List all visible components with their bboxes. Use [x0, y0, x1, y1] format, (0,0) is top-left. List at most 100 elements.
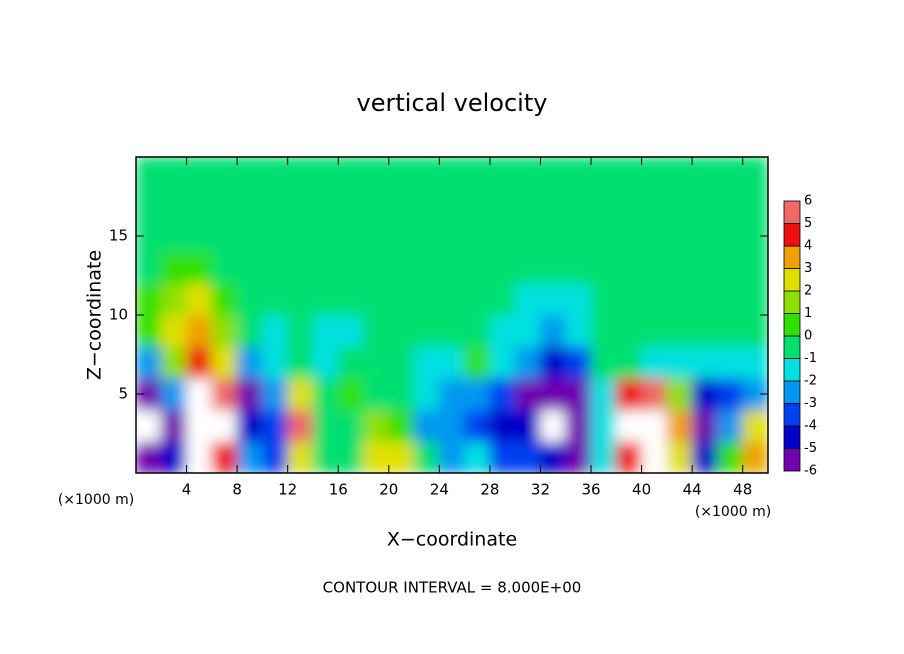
cell: [236, 409, 263, 442]
cell: [539, 440, 567, 473]
cell: [186, 314, 213, 348]
cell: [337, 157, 365, 190]
cell: [261, 440, 289, 473]
x-tick-label: 12: [278, 481, 297, 499]
cell: [388, 346, 415, 379]
cell: [261, 314, 289, 348]
cell: [691, 219, 718, 253]
cell: [136, 440, 162, 473]
cell: [666, 219, 693, 253]
cell: [413, 188, 440, 221]
cell: [136, 314, 162, 348]
cell: [388, 251, 415, 284]
cell: [337, 219, 365, 253]
cell: [160, 219, 188, 253]
cell: [489, 314, 516, 348]
cell: [160, 282, 188, 316]
x-tick-label: 20: [379, 481, 398, 499]
cell: [438, 409, 466, 442]
cell: [312, 157, 339, 190]
cell: [363, 282, 390, 316]
cell: [413, 409, 440, 442]
cell: [363, 188, 390, 221]
x-tick-label: 48: [733, 481, 752, 499]
cell: [666, 440, 693, 473]
cell: [514, 251, 541, 284]
cell: [565, 377, 592, 411]
cell: [236, 440, 263, 473]
cell: [615, 157, 643, 190]
cell: [261, 346, 289, 379]
cell: [489, 188, 516, 221]
cell: [565, 440, 592, 473]
cell: [388, 314, 415, 348]
cell: [539, 314, 567, 348]
cell: [590, 440, 617, 473]
x-tick-label: 4: [182, 481, 192, 499]
colorbar-label: -3: [804, 396, 817, 411]
cell: [363, 440, 390, 473]
cell: [641, 314, 668, 348]
cell: [363, 219, 390, 253]
cell: [211, 409, 238, 442]
cell: [337, 409, 365, 442]
cell: [236, 282, 263, 316]
cell: [565, 188, 592, 221]
cell: [666, 157, 693, 190]
cell: [691, 188, 718, 221]
cell: [186, 219, 213, 253]
colorbar-segment: [783, 425, 801, 449]
cell: [186, 157, 213, 190]
cell: [716, 377, 744, 411]
cell: [312, 440, 339, 473]
cell: [615, 409, 643, 442]
cell: [514, 188, 541, 221]
cell: [489, 377, 516, 411]
cell: [514, 157, 541, 190]
cell: [464, 377, 491, 411]
cell: [590, 282, 617, 316]
cell: [565, 314, 592, 348]
cell: [186, 282, 213, 316]
cell: [388, 282, 415, 316]
cell: [261, 377, 289, 411]
cell: [489, 440, 516, 473]
cell: [312, 219, 339, 253]
cell: [236, 157, 263, 190]
cell: [514, 346, 541, 379]
cell: [413, 346, 440, 379]
cell: [261, 219, 289, 253]
cell: [438, 251, 466, 284]
colorbar-segment: [783, 358, 801, 382]
cell: [236, 377, 263, 411]
cell: [236, 219, 263, 253]
colorbar-label: 0: [804, 329, 812, 344]
cell: [742, 157, 768, 190]
cell: [742, 409, 768, 442]
cell: [464, 219, 491, 253]
cell: [287, 188, 314, 221]
cell: [186, 251, 213, 284]
colorbar-label: 3: [804, 261, 812, 276]
cell: [615, 219, 643, 253]
cell: [641, 219, 668, 253]
cell: [363, 346, 390, 379]
cell: [615, 346, 643, 379]
cell: [489, 346, 516, 379]
cell: [312, 188, 339, 221]
cell: [691, 251, 718, 284]
cell: [716, 314, 744, 348]
cell: [539, 251, 567, 284]
y-tick-label: 10: [109, 306, 128, 324]
cell: [287, 157, 314, 190]
cell: [388, 409, 415, 442]
cell: [666, 314, 693, 348]
cell: [691, 346, 718, 379]
x-tick-label: 8: [232, 481, 242, 499]
cell: [388, 219, 415, 253]
cell: [489, 251, 516, 284]
cell: [160, 251, 188, 284]
cell: [464, 346, 491, 379]
colorbar-label: -5: [804, 441, 817, 456]
cell: [312, 251, 339, 284]
